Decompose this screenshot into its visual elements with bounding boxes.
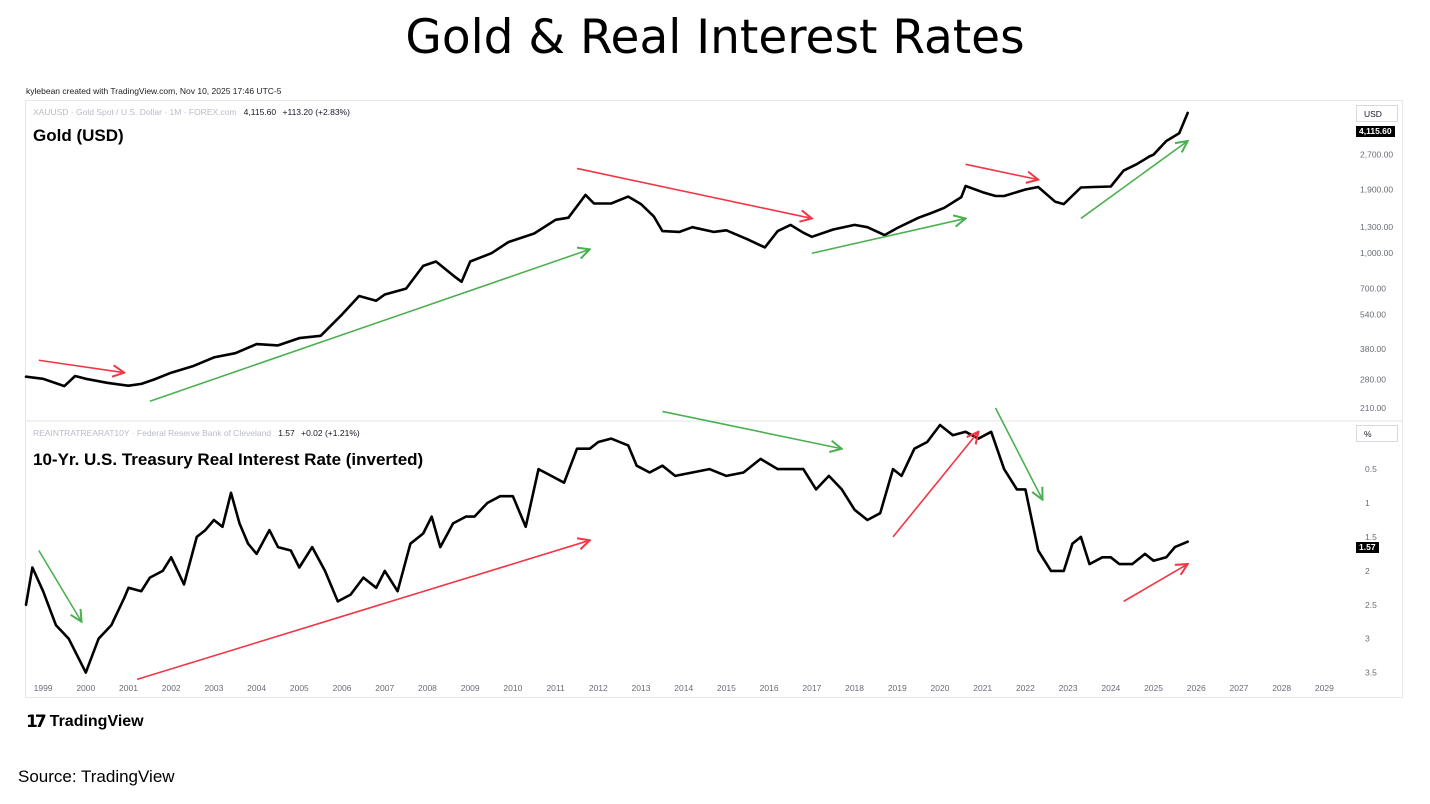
x-tick-label: 2002 [162,683,181,693]
rate-last-price-tag: 1.57 [1356,542,1379,553]
x-tick-label: 2005 [290,683,309,693]
gold-trend-arrow [38,359,124,372]
x-tick-label: 2028 [1272,683,1291,693]
source-note: Source: TradingView [18,767,175,786]
x-tick-label: 2003 [204,683,223,693]
rate-legend-value: 1.57 [278,428,295,438]
rate-trend-arrow [892,432,978,538]
x-tick-label: 2007 [375,683,394,693]
rate-legend-symbol: REAINTRATREARAT10Y · Federal Reserve Ban… [33,428,272,438]
gold-legend-change: +113.20 (+2.83%) [282,107,350,117]
tradingview-logo[interactable]: 17 TradingView [26,712,144,732]
x-tick-label: 2026 [1187,683,1206,693]
page-title: Gold & Real Interest Rates [405,10,1025,65]
x-tick-label: 2014 [674,683,693,693]
x-tick-label: 2023 [1059,683,1078,693]
x-tick-label: 2029 [1315,683,1334,693]
x-tick-label: 2010 [503,683,522,693]
x-tick-label: 1999 [34,683,53,693]
rate-unit-button[interactable]: % [1356,425,1398,442]
gold-pane-label: Gold (USD) [33,126,124,145]
x-tick-label: 2016 [760,683,779,693]
x-tick-label: 2024 [1101,683,1120,693]
x-tick-label: 2017 [802,683,821,693]
rate-legend: REAINTRATREARAT10Y · Federal Reserve Ban… [33,428,360,438]
gold-y-tick: 2,700.00 [1360,150,1393,160]
gold-y-tick: 380.00 [1360,344,1386,354]
x-tick-label: 2012 [589,683,608,693]
rate-pane-label: 10-Yr. U.S. Treasury Real Interest Rate … [33,450,424,469]
rate-legend-change: +0.02 (+1.21%) [301,428,360,438]
gold-y-tick: 1,000.00 [1360,248,1393,258]
gold-last-price-tag: 4,115.60 [1356,126,1395,137]
gold-legend-value: 4,115.60 [243,107,277,117]
rate-trend-arrow [1123,564,1188,603]
x-tick-label: 2015 [717,683,736,693]
gold-legend-symbol: XAUUSD · Gold Spot / U.S. Dollar · 1M · … [33,107,237,117]
chart-frame [25,100,1403,698]
gold-y-tick: 540.00 [1360,309,1386,319]
rate-y-tick: 3.5 [1365,668,1377,678]
rate-trend-arrow [136,540,590,681]
x-tick-label: 2008 [418,683,437,693]
gold-y-tick: 210.00 [1360,403,1386,413]
rate-trend-arrow [662,410,841,448]
x-tick-label: 2009 [461,683,480,693]
x-tick-label: 2020 [931,683,950,693]
gold-unit-button[interactable]: USD [1356,105,1398,122]
gold-legend: XAUUSD · Gold Spot / U.S. Dollar · 1M · … [33,107,350,117]
gold-trend-arrow [811,218,966,255]
x-tick-label: 2000 [76,683,95,693]
rate-trend-arrow [38,550,82,622]
x-tick-label: 2018 [845,683,864,693]
rate-y-tick: 1.5 [1365,532,1377,542]
x-tick-label: 2011 [546,683,565,693]
x-tick-label: 2021 [973,683,992,693]
rate-y-tick: 2.5 [1365,600,1377,610]
tradingview-wordmark: TradingView [49,713,144,730]
rate-trend-arrow [994,407,1043,500]
gold-trend-arrow [1080,141,1188,220]
gold-series-line [24,111,1189,388]
x-tick-label: 2013 [632,683,651,693]
gold-trend-arrow [149,249,590,402]
x-tick-label: 2006 [333,683,352,693]
rate-y-tick: 1 [1365,498,1370,508]
gold-y-tick: 280.00 [1360,375,1386,385]
rate-y-tick: 2 [1365,566,1370,576]
gold-y-tick: 1,300.00 [1360,222,1393,232]
chart-credit: kylebean created with TradingView.com, N… [26,86,282,96]
x-tick-label: 2027 [1229,683,1248,693]
gold-y-tick: 1,900.00 [1360,185,1393,195]
x-tick-label: 2001 [119,683,138,693]
x-tick-label: 2004 [247,683,266,693]
gold-y-tick: 700.00 [1360,284,1386,294]
gold-trend-arrow [965,163,1039,179]
rate-y-tick: 3 [1365,634,1370,644]
x-tick-label: 2019 [888,683,907,693]
tradingview-mark-icon: 17 [26,712,47,732]
gold-trend-arrow [576,167,812,218]
x-tick-label: 2022 [1016,683,1035,693]
x-tick-label: 2025 [1144,683,1163,693]
rate-series-line [24,423,1189,674]
rate-y-tick: 0.5 [1365,464,1377,474]
